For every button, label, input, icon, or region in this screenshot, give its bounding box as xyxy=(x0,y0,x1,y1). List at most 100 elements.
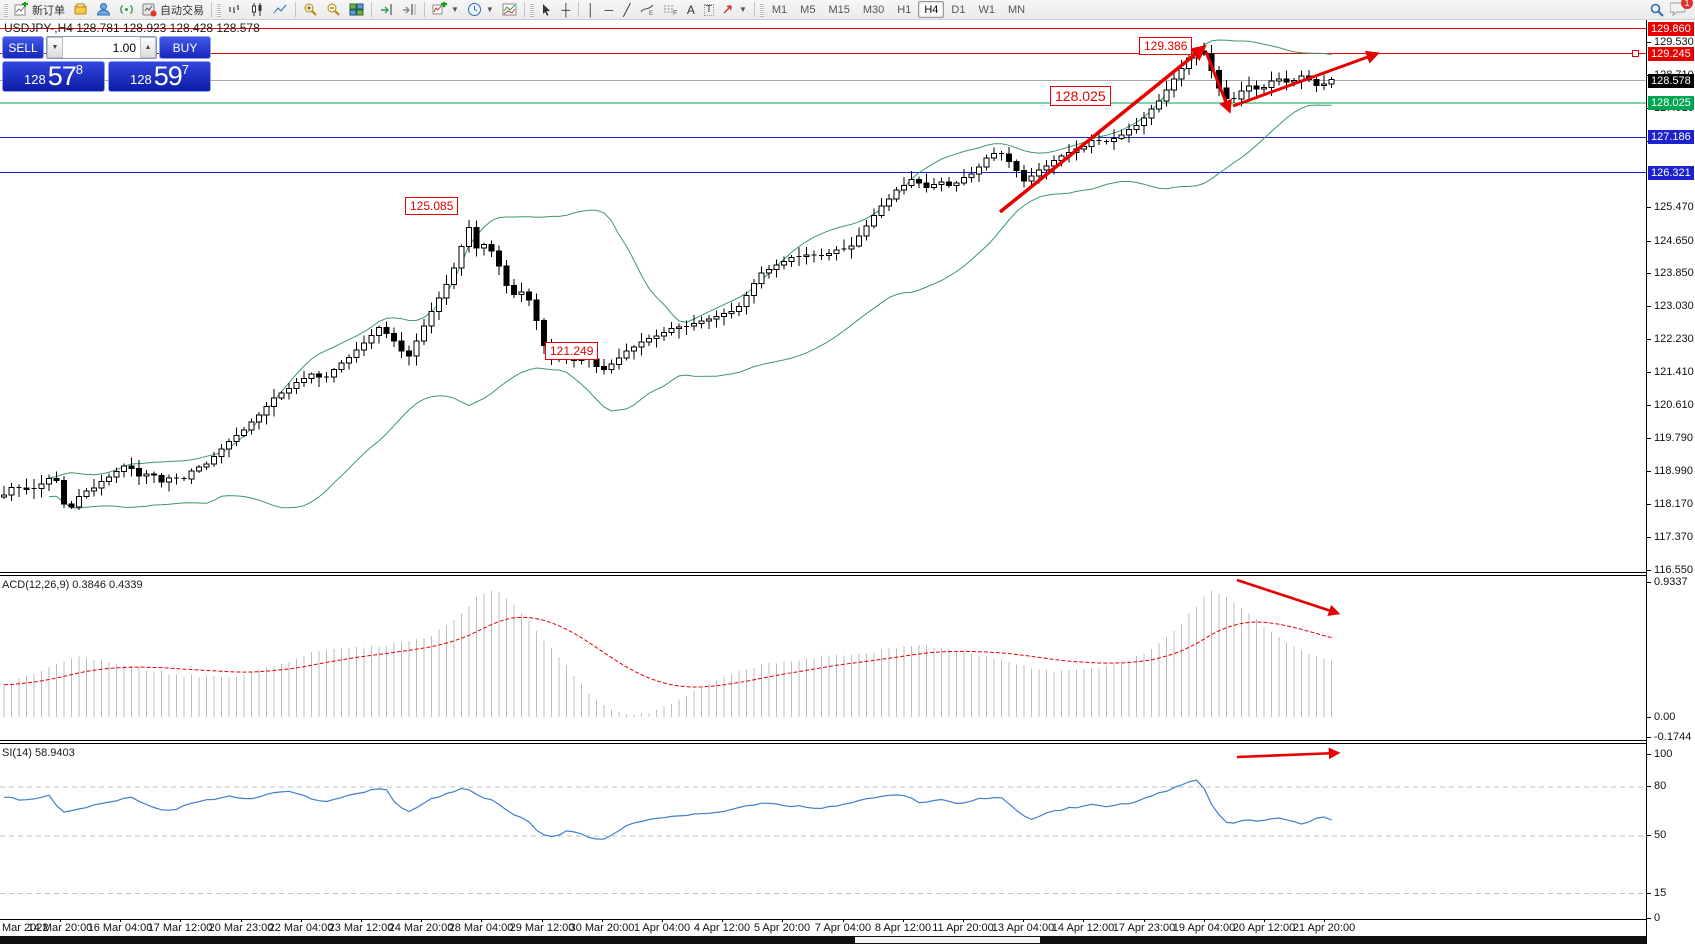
time-axis[interactable]: Mar 2022 14 Mar 20:00 16 Mar 04:00 17 Mar 1… xyxy=(0,919,1646,936)
bar-chart-button[interactable] xyxy=(223,1,246,19)
sell-price[interactable]: 128 57 8 xyxy=(2,61,105,92)
volume-input[interactable] xyxy=(63,37,140,58)
timeframe-button-w1[interactable]: W1 xyxy=(978,3,995,16)
price-tick-label: 119.790 xyxy=(1647,432,1693,445)
toolbar-grip[interactable] xyxy=(4,2,8,17)
accounts-button[interactable] xyxy=(92,1,115,19)
cursor-tool-button[interactable] xyxy=(536,1,557,19)
time-label: 23 Mar 12:00 xyxy=(328,922,394,934)
timeframe-button-m5[interactable]: M5 xyxy=(800,3,816,16)
rsi-axis-label: 100 xyxy=(1646,748,1673,760)
time-label: 17 Apr 23:00 xyxy=(1112,922,1176,934)
timeframe-button-m30[interactable]: M30 xyxy=(862,3,885,16)
price-callout[interactable]: 128.025 xyxy=(1050,86,1111,106)
time-label: 5 Apr 20:00 xyxy=(753,922,811,934)
macd-axis-label: 0.00 xyxy=(1646,711,1676,723)
time-tick xyxy=(1204,919,1205,922)
timeframe-button-h1[interactable]: H1 xyxy=(897,3,912,16)
zoom-in-button[interactable] xyxy=(299,1,322,19)
text-label-icon: T xyxy=(703,3,714,16)
text-tool-button[interactable]: A xyxy=(682,1,700,19)
trendline-tool-button[interactable]: ╱ xyxy=(618,1,636,19)
toolbar-grip[interactable] xyxy=(529,2,534,17)
time-tick xyxy=(782,919,783,922)
horizontal-line-tool-button[interactable]: ─ xyxy=(600,1,618,19)
horizontal-line-icon: ─ xyxy=(604,2,614,17)
periods-button[interactable]: ▼ xyxy=(463,1,498,19)
candlestick-chart-icon xyxy=(252,3,262,16)
horizontal-scrollbar[interactable] xyxy=(0,936,1695,944)
price-callout[interactable]: 125.085 xyxy=(405,197,459,215)
signals-button[interactable] xyxy=(115,1,138,19)
toolbar-separator xyxy=(577,2,579,17)
candles-layer xyxy=(1,42,1335,510)
timeframe-button-mn[interactable]: MN xyxy=(1007,3,1026,16)
tile-windows-button[interactable] xyxy=(345,1,368,19)
channel-icon: E xyxy=(640,4,654,16)
candlestick-chart-button[interactable] xyxy=(246,1,269,19)
fibonacci-icon: F xyxy=(663,5,677,16)
time-tick xyxy=(963,919,964,922)
line-chart-button[interactable] xyxy=(269,1,292,19)
rsi-axis-label: 50 xyxy=(1646,829,1667,841)
buy-button[interactable]: BUY xyxy=(159,36,211,59)
new-order-button[interactable]: 新订单 xyxy=(10,1,69,19)
rsi-line xyxy=(4,779,1332,840)
price-tick-label: 118.170 xyxy=(1647,498,1693,511)
sell-button[interactable]: SELL xyxy=(2,36,44,59)
text-label-tool-button[interactable]: T xyxy=(700,1,718,19)
time-label: 20 Apr 12:00 xyxy=(1232,922,1296,934)
price-callout[interactable]: 121.249 xyxy=(545,342,599,360)
volume-increase-button[interactable]: ▲ xyxy=(140,37,156,58)
time-label: 14 Mar 20:00 xyxy=(27,922,93,934)
templates-button[interactable] xyxy=(498,1,521,19)
timeframe-button-d1[interactable]: D1 xyxy=(951,3,966,16)
zoom-out-button[interactable] xyxy=(322,1,345,19)
time-tick xyxy=(1023,919,1024,922)
chart-area: USDJPY-,H4 128.781 128.923 128.428 128.5… xyxy=(0,20,1695,944)
fibonacci-tool-button[interactable]: F xyxy=(659,1,682,19)
market-watch-icon xyxy=(74,3,87,15)
time-tick xyxy=(60,919,61,922)
vertical-line-tool-button[interactable]: │ xyxy=(582,1,600,19)
toolbar-separator xyxy=(211,2,212,17)
time-tick xyxy=(1083,919,1084,922)
volume-decrease-button[interactable]: ▼ xyxy=(47,37,63,58)
toolbar-separator xyxy=(424,2,425,17)
crosshair-tool-button[interactable]: ┼ xyxy=(557,1,575,19)
time-label: 24 Mar 20:00 xyxy=(388,922,454,934)
time-tick xyxy=(301,919,302,922)
macd-panel[interactable] xyxy=(0,576,1646,740)
market-watch-button[interactable] xyxy=(69,1,92,19)
scrollbar-thumb[interactable] xyxy=(855,937,1040,943)
autotrading-button[interactable]: 自动交易 xyxy=(138,1,208,19)
indicators-button[interactable]: ▼ xyxy=(428,1,463,19)
chart-shift-button[interactable] xyxy=(398,1,421,19)
panel-separator[interactable] xyxy=(0,740,1646,744)
price-badge: 127.186 xyxy=(1648,130,1694,145)
toolbar-grip[interactable] xyxy=(217,2,221,17)
price-axis[interactable]: 129.530128.710127.910127.090125.470124.6… xyxy=(1646,20,1695,944)
toolbar-grip[interactable] xyxy=(759,2,764,17)
auto-scroll-button[interactable] xyxy=(375,1,398,19)
search-icon[interactable] xyxy=(1650,3,1664,17)
channel-tool-button[interactable]: E xyxy=(636,1,659,19)
price-tick-label: 124.650 xyxy=(1647,234,1694,247)
price-badge: 129.860 xyxy=(1648,21,1694,36)
notifications-button[interactable]: 1 xyxy=(1669,0,1693,19)
rsi-panel[interactable] xyxy=(0,744,1646,919)
arrows-tool-button[interactable]: ▼ xyxy=(718,1,751,19)
price-tick-label: 129.530 xyxy=(1647,36,1694,48)
timeframe-button-h4[interactable]: H4 xyxy=(918,1,945,18)
time-label: 17 Mar 12:00 xyxy=(147,922,213,934)
buy-price[interactable]: 128 59 7 xyxy=(108,61,211,92)
timeframe-button-m1[interactable]: M1 xyxy=(771,3,788,16)
line-handle-marker[interactable] xyxy=(1632,50,1639,57)
macd-indicator-label: ACD(12,26,9) 0.3846 0.4339 xyxy=(2,579,143,591)
price-callout[interactable]: 129.386 xyxy=(1139,37,1193,55)
main-price-chart[interactable] xyxy=(0,20,1646,572)
time-tick xyxy=(903,919,904,922)
timeframe-button-m15[interactable]: M15 xyxy=(828,3,850,16)
panel-separator[interactable] xyxy=(0,572,1646,576)
price-tick-label: 125.470 xyxy=(1647,201,1694,214)
